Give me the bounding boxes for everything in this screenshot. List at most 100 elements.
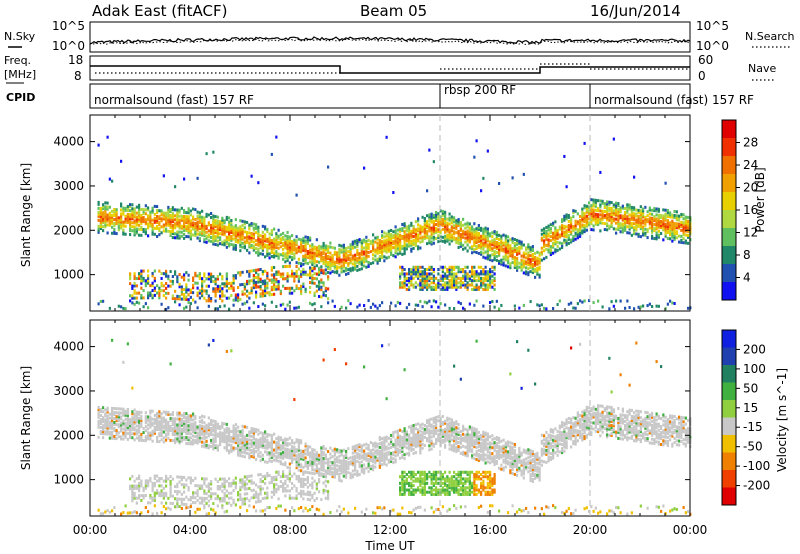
heatmap-cell [102,410,105,414]
heatmap-cell [243,236,246,240]
heatmap-cell [257,235,260,239]
heatmap-cell [633,232,636,236]
heatmap-cell [435,287,438,291]
heatmap-cell [198,430,201,434]
heatmap-cell [439,217,442,221]
heatmap-cell [630,209,633,213]
heatmap-cell [624,226,627,230]
heatmap-cell [275,280,278,284]
heatmap-cell [347,250,350,254]
heatmap-cell [489,276,492,280]
heatmap-cell [489,242,492,246]
heatmap-cell [630,207,633,211]
heatmap-cell [309,268,312,272]
heatmap-cell [174,232,177,236]
heatmap-cell [151,228,154,232]
heatmap-cell [295,274,298,278]
heatmap-cell [160,501,163,505]
heatmap-cell [468,222,471,226]
heatmap-cell [439,235,442,239]
heatmap-cell [309,285,312,289]
heatmap-cell [117,304,120,308]
heatmap-cell [189,418,192,422]
heatmap-cell [651,226,654,230]
heatmap-cell [169,494,172,498]
heatmap-cell [149,224,152,228]
heatmap-cell [428,299,431,303]
heatmap-cell [655,233,658,237]
heatmap-cell [426,287,429,291]
heatmap-cell [669,223,672,227]
heatmap-cell [678,216,681,220]
heatmap-cell [216,221,219,225]
heatmap-cell [108,412,111,416]
heatmap-cell [574,223,577,227]
heatmap-cell [678,234,681,238]
heatmap-cell [241,436,244,440]
heatmap-cell [410,276,413,280]
heatmap-cell [318,248,321,252]
heatmap-cell [216,231,219,235]
heatmap-cell [678,218,681,222]
heatmap-cell [374,236,377,240]
heatmap-cell [257,446,260,450]
colorbar-segment [722,174,736,193]
heatmap-cell [111,338,114,342]
heatmap-cell [243,492,246,496]
heatmap-cell [144,220,147,224]
heatmap-cell [140,294,143,298]
heatmap-cell [106,424,109,428]
heatmap-cell [405,306,408,310]
heatmap-cell [313,247,316,251]
heatmap-cell [160,281,163,285]
heatmap-cell [302,244,305,248]
heatmap-cell [135,484,138,488]
heatmap-cell [169,428,172,432]
heatmap-cell [538,265,541,269]
heatmap-cell [300,275,303,279]
heatmap-cell [178,273,181,277]
heatmap-cell [207,446,210,450]
heatmap-cell [414,234,417,238]
cpid-segment-label: normalsound (fast) 157 RF [594,93,754,107]
heatmap-cell [671,213,674,217]
heatmap-cell [176,492,179,496]
heatmap-cell [520,268,523,272]
heatmap-cell [264,279,267,283]
heatmap-cell [480,272,483,276]
heatmap-cell [302,248,305,252]
heatmap-cell [621,218,624,222]
heatmap-cell [617,223,620,227]
heatmap-cell [189,505,192,509]
heatmap-cell [219,289,222,293]
heatmap-cell [104,215,107,219]
heatmap-cell [183,485,186,489]
heatmap-cell [225,479,228,483]
heatmap-cell [228,484,231,488]
heatmap-cell [367,262,370,266]
heatmap-cell [302,285,305,289]
heatmap-cell [511,261,514,265]
heatmap-cell [138,436,141,440]
heatmap-cell [237,493,240,497]
heatmap-cell [318,294,321,298]
heatmap-cell [255,239,258,243]
heatmap-cell [133,296,136,300]
heatmap-cell [205,492,208,496]
heatmap-cell [468,270,471,274]
heatmap-cell [138,410,141,414]
heatmap-cell [378,250,381,254]
heatmap-cell [673,227,676,231]
heatmap-cell [565,235,568,239]
power-colorbar-label: Power [dB] [753,167,767,232]
heatmap-cell [498,307,501,311]
heatmap-cell [390,301,393,305]
heatmap-cell [311,303,314,307]
heatmap-cell [610,221,613,225]
heatmap-cell [351,256,354,260]
heatmap-cell [444,276,447,280]
heatmap-cell [408,287,411,291]
heatmap-cell [234,226,237,230]
heatmap-cell [304,241,307,245]
heatmap-cell [122,232,125,236]
